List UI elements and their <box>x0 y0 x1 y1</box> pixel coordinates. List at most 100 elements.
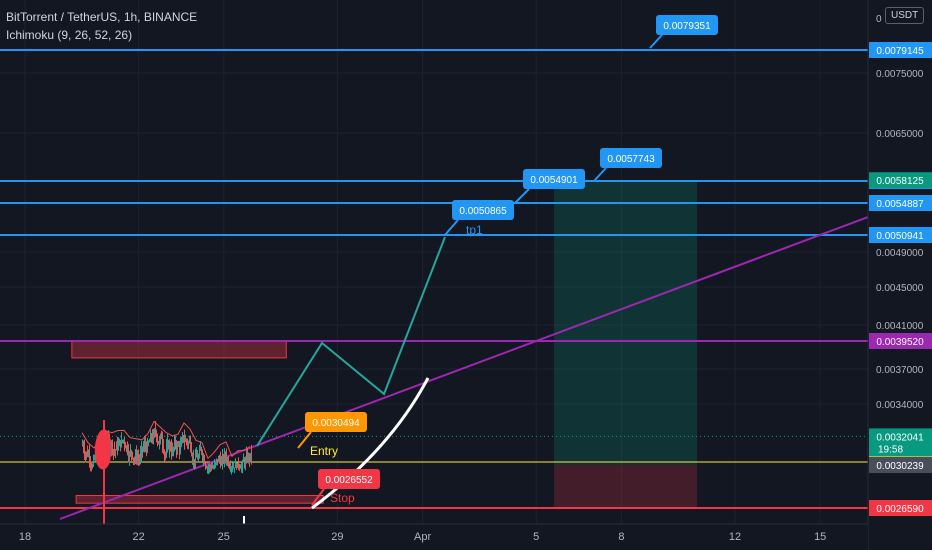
chart-overlays <box>71 181 697 508</box>
symbol-title[interactable]: BitTorrent / TetherUS, 1h, BINANCE <box>6 10 198 24</box>
candle-body <box>164 451 165 454</box>
candle-body <box>126 446 127 449</box>
candle-body <box>214 464 215 468</box>
callout-text: 0.0057743 <box>607 154 655 165</box>
candle-body <box>116 443 117 451</box>
candle-body <box>238 462 239 466</box>
price-callout: 0.0054901 <box>514 169 585 204</box>
time-tick-label: 8 <box>618 531 624 543</box>
candle-body <box>236 463 237 468</box>
candle-body <box>168 441 169 449</box>
candle-body <box>169 445 170 449</box>
candle-body <box>92 465 93 468</box>
indicator-legend[interactable]: Ichimoku (9, 26, 52, 26) <box>6 28 133 42</box>
candle-body <box>128 451 129 459</box>
candle-body <box>132 452 133 458</box>
price-callout: 0.0057743 <box>593 148 662 182</box>
candle-body <box>221 463 222 466</box>
price-label: 0.0026590 <box>869 500 932 516</box>
candle-body <box>243 460 244 463</box>
candle-body <box>111 442 112 447</box>
price-callout: 0.0079351 <box>649 15 718 49</box>
candle-body <box>129 454 130 459</box>
candle-body <box>216 459 217 463</box>
candle-body <box>155 429 156 432</box>
candle-body <box>167 441 168 449</box>
candle-body <box>151 434 152 437</box>
candle-body <box>149 441 150 443</box>
time-tick-label: 5 <box>533 531 539 543</box>
candle-body <box>82 444 83 446</box>
price-label-box <box>869 172 932 189</box>
candle-body <box>219 459 220 461</box>
price-tick-label: 0.0045000 <box>876 283 924 294</box>
candle-body <box>114 450 115 452</box>
candle-body <box>181 441 182 447</box>
candle-body <box>84 448 85 455</box>
callout-box <box>318 469 380 489</box>
candle-body <box>178 444 179 447</box>
price-label: 0.0058125 <box>869 172 932 189</box>
candle-body <box>224 455 225 461</box>
callout-pointer <box>311 488 325 506</box>
price-label: 0.0050941 <box>869 227 932 243</box>
time-tick-label: 25 <box>218 531 230 543</box>
candle-body <box>242 462 243 468</box>
time-axis-panel[interactable] <box>0 524 868 550</box>
callout-text: 0.0079351 <box>663 21 711 32</box>
candle-body <box>204 458 205 464</box>
candle-body <box>146 444 147 452</box>
stop-label: Stop <box>330 491 355 505</box>
time-tick-label: 22 <box>132 531 144 543</box>
ichimoku-line <box>81 420 251 460</box>
candle-body <box>229 465 230 468</box>
candle-body <box>163 444 164 452</box>
price-label: 0.0039520 <box>869 333 932 349</box>
callout-pointer <box>649 34 663 49</box>
candle-body <box>83 444 84 449</box>
currency-button[interactable]: USDT <box>885 7 925 24</box>
candle-body <box>220 459 221 466</box>
candle-body <box>251 453 252 456</box>
candle-body <box>244 460 245 465</box>
candle-body <box>93 458 94 466</box>
price-label-time: 19:58 <box>878 444 903 455</box>
price-label-box <box>869 500 932 516</box>
callout-pointer <box>297 431 312 449</box>
callout-pointer <box>444 219 459 236</box>
callout-box <box>656 15 718 35</box>
candle-body <box>86 452 87 455</box>
price-label-text: 0.0050941 <box>876 231 924 242</box>
candle-body <box>200 448 201 451</box>
price-tick-label: 0.0041000 <box>876 321 924 332</box>
callout-pointer <box>514 188 530 204</box>
price-label-text: 0.0026590 <box>876 504 924 515</box>
candle-body <box>205 463 206 468</box>
candle-body <box>136 454 137 460</box>
candle-body <box>144 443 145 448</box>
candle-body <box>198 457 199 460</box>
candle-body <box>215 462 216 465</box>
candle-body <box>165 453 166 455</box>
candle-body <box>174 441 175 449</box>
candle-body <box>227 460 228 462</box>
candle-body <box>152 436 153 441</box>
candle-body <box>208 467 209 469</box>
candle-body <box>130 450 131 455</box>
candle-body <box>250 453 251 460</box>
candle-body <box>201 448 202 452</box>
candle-body <box>199 450 200 458</box>
candle-body <box>231 467 232 469</box>
price-callout: 0.0030494 <box>297 412 367 449</box>
callout-text: 0.0050865 <box>459 206 507 217</box>
candle-body <box>160 434 161 441</box>
candle-body <box>182 435 183 442</box>
candle-body <box>247 455 248 461</box>
candle-body <box>89 454 90 461</box>
candle-body <box>117 443 118 449</box>
curve-arc <box>311 377 430 510</box>
candle-body <box>237 462 238 468</box>
candle-body <box>240 467 241 469</box>
candle-body <box>190 440 191 448</box>
